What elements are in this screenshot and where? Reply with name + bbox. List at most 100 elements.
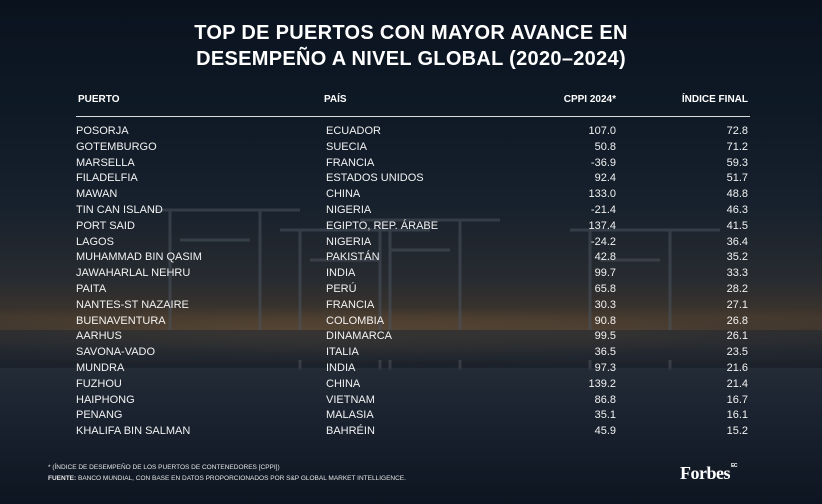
cell-port: NANTES-ST NAZAIRE [76,298,189,311]
cell-country: MALASIA [326,409,374,422]
cell-port: PENANG [76,409,123,422]
cell-country: FRANCIA [326,156,375,169]
cell-port: GOTEMBURGO [76,140,157,153]
table-row: FILADELFIA ESTADOS UNIDOS 92.4 51.7 [76,171,750,187]
cell-port: PAITA [76,282,107,295]
header-country: PAÍS [324,94,347,105]
table-row: FUZHOU CHINA 139.2 21.4 [76,377,750,393]
cell-port: MAWAN [76,188,118,201]
cell-port: JAWAHARLAL NEHRU [76,267,191,280]
cell-cppi: 42.8 [594,251,616,264]
cell-index: 33.3 [726,267,748,280]
cell-index: 71.2 [726,140,748,153]
cell-country: CHINA [326,188,361,201]
table-row: KHALIFA BIN SALMAN BAHRÉIN 45.9 15.2 [76,424,750,440]
table-row: MAWAN CHINA 133.0 48.8 [76,187,750,203]
cell-cppi: 139.2 [588,377,616,390]
cell-country: PAKISTÁN [326,251,380,264]
cell-cppi: 133.0 [588,188,616,201]
cell-country: INDIA [326,267,356,280]
cell-cppi: 50.8 [594,140,616,153]
cell-country: EGIPTO, REP. ÁRABE [326,219,439,232]
cell-cppi: 90.8 [594,314,616,327]
cell-port: MUNDRA [76,361,125,374]
cell-country: FRANCIA [326,298,375,311]
water-reflection [0,368,822,504]
brand-name: Forbes [680,463,731,483]
ports-table: PUERTO PAÍS CPPI 2024* ÍNDICE FINAL POSO… [76,92,750,440]
cell-cppi: 107.0 [588,125,616,137]
table-row: JAWAHARLAL NEHRU INDIA 99.7 33.3 [76,266,750,282]
cell-index: 28.2 [726,282,748,295]
table-row: AARHUS DINAMARCA 99.5 26.1 [76,329,750,345]
cell-port: AARHUS [76,330,122,343]
cell-cppi: 45.9 [594,425,616,438]
cell-index: 23.5 [726,346,748,359]
cell-port: FILADELFIA [76,172,138,185]
cell-country: NIGERIA [326,203,372,216]
table-row: GOTEMBURGO SUECIA 50.8 71.2 [76,140,750,156]
cell-port: LAGOS [76,235,114,248]
cell-port: SAVONA-VADO [76,346,156,359]
table-row: TIN CAN ISLAND NIGERIA -21.4 46.3 [76,203,750,219]
cell-index: 35.2 [726,251,748,264]
table-row: POSORJA ECUADOR 107.0 72.8 [76,124,750,140]
cell-cppi: -24.2 [590,235,616,248]
cell-index: 41.5 [726,219,748,232]
cell-country: COLOMBIA [326,314,385,327]
footnote-source: FUENTE: BANCO MUNDIAL, CON BASE EN DATOS… [48,473,406,484]
title-line-2: DESEMPEÑO A NIVEL GLOBAL (2020–2024) [196,48,626,70]
source-label: FUENTE: [48,475,77,482]
cell-index: 16.1 [726,409,748,422]
cell-country: SUECIA [326,140,367,153]
footnote: * (ÍNDICE DE DESEMPEÑO DE LOS PUERTOS DE… [48,462,406,484]
cell-index: 51.7 [726,172,748,185]
cell-cppi: 86.8 [594,393,616,406]
table-row: HAIPHONG VIETNAM 86.8 16.7 [76,393,750,409]
source-text: BANCO MUNDIAL, CON BASE EN DATOS PROPORC… [76,475,406,482]
table-row: BUENAVENTURA COLOMBIA 90.8 26.8 [76,314,750,330]
cell-port: FUZHOU [76,377,122,390]
cell-index: 16.7 [726,393,748,406]
table-row: PAITA PERÚ 65.8 28.2 [76,282,750,298]
table-row: NANTES-ST NAZAIRE FRANCIA 30.3 27.1 [76,298,750,314]
cell-index: 72.8 [726,125,748,137]
cell-port: TIN CAN ISLAND [76,203,163,216]
table-row: MUHAMMAD BIN QASIM PAKISTÁN 42.8 35.2 [76,250,750,266]
cell-index: 21.6 [726,361,748,374]
cell-country: BAHRÉIN [326,425,375,438]
cell-port: KHALIFA BIN SALMAN [76,425,191,438]
cell-country: NIGERIA [326,235,372,248]
cell-country: ITALIA [326,346,359,359]
header-cppi: CPPI 2024* [563,94,616,105]
table-row: MUNDRA INDIA 97.3 21.6 [76,361,750,377]
brand-suffix: EC [731,463,737,469]
forbes-logo: ForbesEC [680,463,737,484]
header-port: PUERTO [78,94,120,105]
cell-country: CHINA [326,377,361,390]
cell-country: PERÚ [326,282,357,295]
cell-port: HAIPHONG [76,393,135,406]
table-row: PENANG MALASIA 35.1 16.1 [76,408,750,424]
cell-index: 26.1 [726,330,748,343]
cell-index: 15.2 [726,425,748,438]
cell-port: POSORJA [76,125,129,137]
cell-index: 21.4 [726,377,748,390]
cell-index: 59.3 [726,156,748,169]
table-row: LAGOS NIGERIA -24.2 36.4 [76,235,750,251]
title-line-1: TOP DE PUERTOS CON MAYOR AVANCE EN [194,22,628,44]
page-title: TOP DE PUERTOS CON MAYOR AVANCE EN DESEM… [0,20,822,72]
cell-index: 36.4 [726,235,748,248]
cell-cppi: 97.3 [594,361,616,374]
cell-index: 27.1 [726,298,748,311]
cell-index: 48.8 [726,188,748,201]
table-body: POSORJA ECUADOR 107.0 72.8 GOTEMBURGO SUECIA 5… [76,124,750,440]
cell-country: ECUADOR [326,125,382,137]
cell-cppi: 35.1 [594,409,616,422]
cell-cppi: 99.7 [594,267,616,280]
table-row: MARSELLA FRANCIA -36.9 59.3 [76,156,750,172]
cell-index: 26.8 [726,314,748,327]
cell-index: 46.3 [726,203,748,216]
table-row: SAVONA-VADO ITALIA 36.5 23.5 [76,345,750,361]
cell-cppi: 65.8 [594,282,616,295]
